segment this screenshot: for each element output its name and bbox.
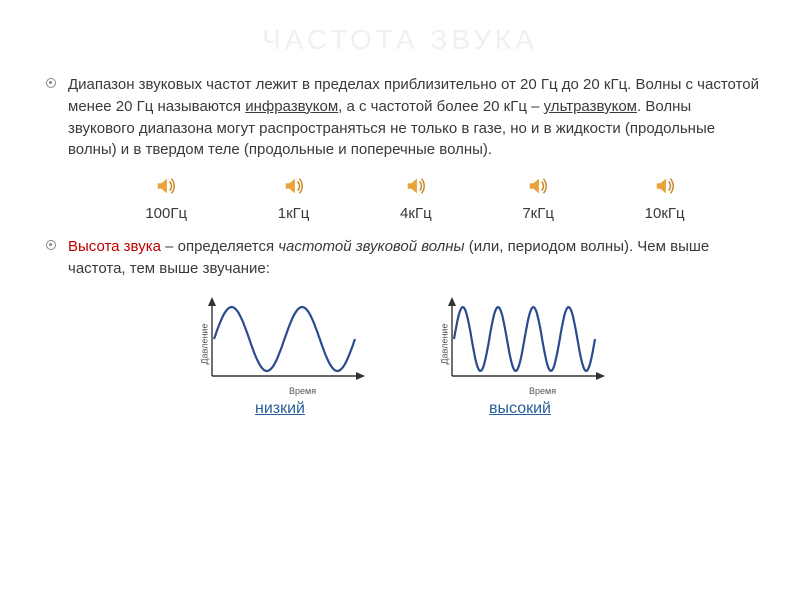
chart-high-caption: высокий (489, 400, 551, 418)
chart-low-svg (190, 294, 370, 394)
freq-label: 10кГц (645, 205, 685, 222)
em-frequency: частотой звуковой волны (278, 238, 464, 255)
freq-item[interactable]: 10кГц (645, 175, 685, 222)
term-ultrasound: ультразвуком (544, 98, 637, 115)
paragraph-1-block: Диапазон звуковых частот лежит в предела… (40, 74, 760, 161)
bullet-icon (46, 240, 56, 250)
freq-item[interactable]: 100Гц (145, 175, 187, 222)
chart-high: Давление Время (430, 294, 610, 394)
term-pitch: Высота звука (68, 238, 161, 255)
paragraph-1: Диапазон звуковых частот лежит в предела… (68, 74, 760, 161)
speaker-icon (155, 175, 177, 197)
freq-item[interactable]: 7кГц (522, 175, 554, 222)
chart-low-block: Давление Время низкий (190, 294, 370, 418)
axis-x-label: Время (289, 386, 316, 396)
freq-label: 100Гц (145, 205, 187, 222)
chart-high-block: Давление Время высокий (430, 294, 610, 418)
speaker-icon (654, 175, 676, 197)
para1-text2: , а с частотой более 20 кГц – (338, 98, 544, 115)
frequency-row: 100Гц 1кГц 4кГц 7кГц 10кГц (100, 175, 730, 222)
freq-item[interactable]: 1кГц (278, 175, 310, 222)
axis-y-label: Давление (199, 323, 209, 364)
chart-low-caption: низкий (255, 400, 305, 418)
freq-label: 7кГц (522, 205, 554, 222)
speaker-icon (527, 175, 549, 197)
paragraph-2-block: Высота звука – определяется частотой зву… (40, 236, 760, 280)
bullet-icon (46, 78, 56, 88)
term-infrasound: инфразвуком (245, 98, 338, 115)
freq-label: 1кГц (278, 205, 310, 222)
paragraph-2: Высота звука – определяется частотой зву… (68, 236, 760, 280)
para2-text1: – определяется (161, 238, 278, 255)
axis-x-label: Время (529, 386, 556, 396)
speaker-icon (283, 175, 305, 197)
freq-label: 4кГц (400, 205, 432, 222)
chart-low: Давление Время (190, 294, 370, 394)
axis-y-label: Давление (439, 323, 449, 364)
chart-high-svg (430, 294, 610, 394)
speaker-icon (405, 175, 427, 197)
charts-row: Давление Время низкий Давление Время выс… (40, 294, 760, 418)
freq-item[interactable]: 4кГц (400, 175, 432, 222)
page-title: ЧАСТОТА ЗВУКА (40, 24, 760, 56)
